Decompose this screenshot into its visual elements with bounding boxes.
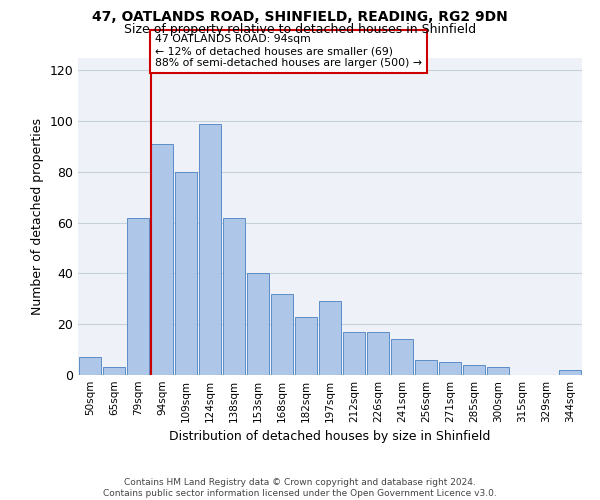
Text: 47 OATLANDS ROAD: 94sqm
← 12% of detached houses are smaller (69)
88% of semi-de: 47 OATLANDS ROAD: 94sqm ← 12% of detache… <box>155 34 422 68</box>
Bar <box>127 218 149 375</box>
Text: Contains HM Land Registry data © Crown copyright and database right 2024.
Contai: Contains HM Land Registry data © Crown c… <box>103 478 497 498</box>
Bar <box>463 365 485 375</box>
Bar <box>367 332 389 375</box>
Bar <box>151 144 173 375</box>
Text: Size of property relative to detached houses in Shinfield: Size of property relative to detached ho… <box>124 22 476 36</box>
Bar <box>319 302 341 375</box>
X-axis label: Distribution of detached houses by size in Shinfield: Distribution of detached houses by size … <box>169 430 491 444</box>
Bar <box>175 172 197 375</box>
Bar <box>223 218 245 375</box>
Bar <box>199 124 221 375</box>
Bar <box>247 274 269 375</box>
Text: 47, OATLANDS ROAD, SHINFIELD, READING, RG2 9DN: 47, OATLANDS ROAD, SHINFIELD, READING, R… <box>92 10 508 24</box>
Bar <box>271 294 293 375</box>
Bar <box>103 368 125 375</box>
Bar <box>391 340 413 375</box>
Y-axis label: Number of detached properties: Number of detached properties <box>31 118 44 315</box>
Bar <box>415 360 437 375</box>
Bar <box>343 332 365 375</box>
Bar <box>439 362 461 375</box>
Bar <box>79 357 101 375</box>
Bar <box>487 368 509 375</box>
Bar <box>295 316 317 375</box>
Bar <box>559 370 581 375</box>
